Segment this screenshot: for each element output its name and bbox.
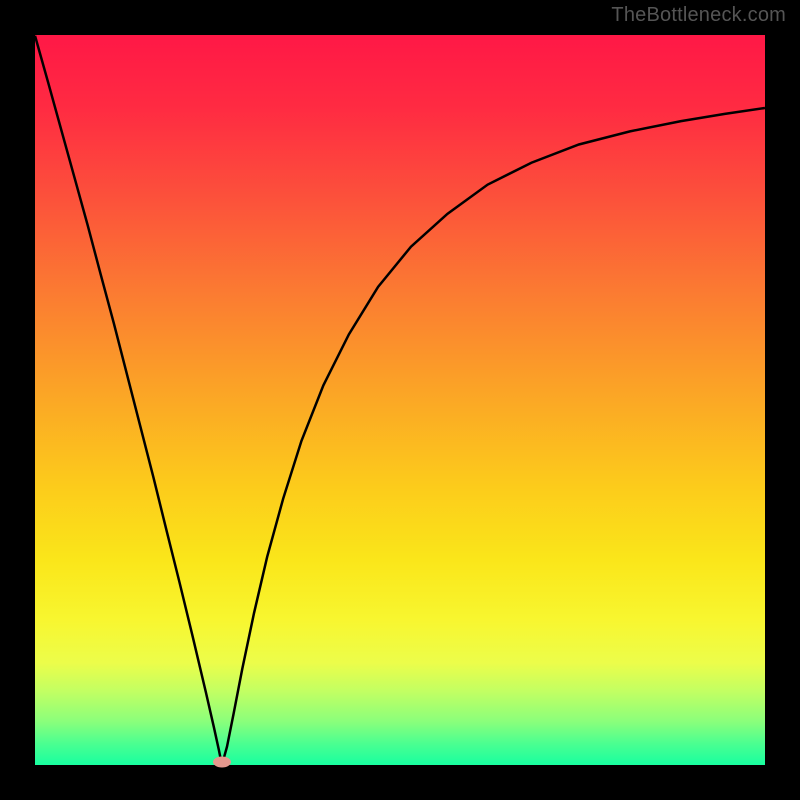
plot-area [35, 35, 765, 765]
bottleneck-curve [35, 35, 765, 765]
minimum-marker [213, 757, 231, 768]
curve-path [35, 36, 765, 765]
watermark-text: TheBottleneck.com [611, 4, 786, 27]
